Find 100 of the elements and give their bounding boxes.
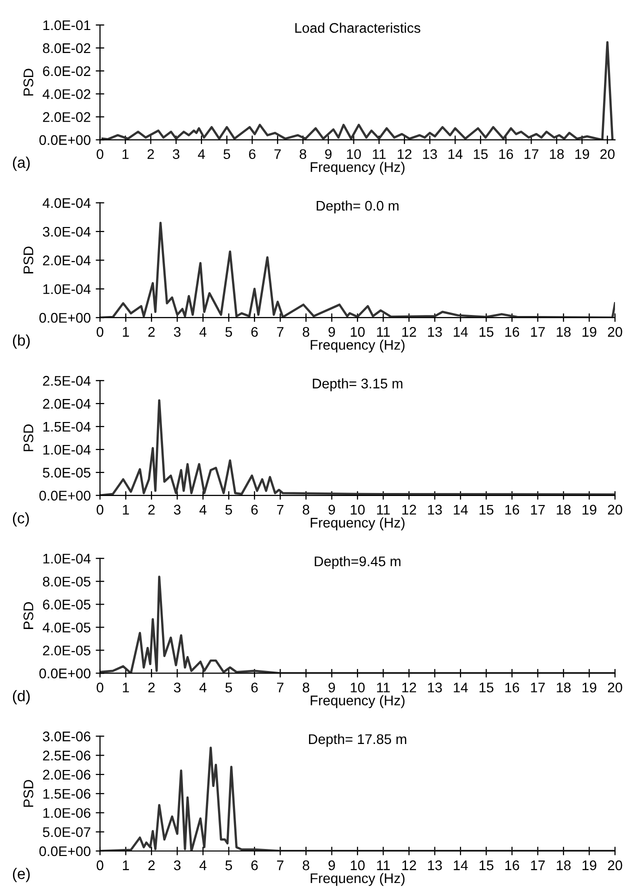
x-tick-label: 2 bbox=[148, 682, 155, 692]
x-tick-label: 20 bbox=[608, 860, 622, 870]
x-tick-label: 1 bbox=[122, 860, 129, 870]
x-tick-label: 10 bbox=[350, 504, 365, 515]
y-tick-label: 4.0E-04 bbox=[42, 198, 91, 208]
x-tick-label: 17 bbox=[531, 682, 545, 692]
x-tick-label: 3 bbox=[174, 326, 180, 337]
y-tick-label: 1.0E-04 bbox=[43, 284, 91, 294]
x-tick-label: 6 bbox=[251, 860, 258, 870]
x-tick-label: 2 bbox=[148, 149, 154, 159]
y-tick-label: 0.0E+00 bbox=[39, 490, 90, 501]
x-axis-title: Frequency (Hz) bbox=[310, 340, 404, 353]
x-tick-label: 2 bbox=[148, 860, 155, 870]
y-axis-title: PSD bbox=[23, 246, 34, 274]
x-tick-label: 11 bbox=[377, 682, 390, 692]
y-tick-label: 0.0E+00 bbox=[39, 135, 90, 145]
x-tick-label: 11 bbox=[377, 504, 390, 514]
x-tick-label: 9 bbox=[328, 682, 335, 692]
x-tick-label: 8 bbox=[302, 326, 310, 337]
y-tick-label: 1.5E-06 bbox=[43, 788, 90, 799]
y-tick-label: 2.5E-06 bbox=[43, 750, 90, 761]
y-tick-label: 1.0E-06 bbox=[43, 808, 90, 818]
y-axis-title: PSD bbox=[23, 602, 34, 629]
text: (d) bbox=[12, 690, 30, 704]
x-tick-label: 3 bbox=[174, 860, 180, 870]
x-tick-label: 5 bbox=[225, 327, 232, 337]
x-tick-label: 14 bbox=[454, 327, 468, 337]
x-axis-title: Frequency (Hz) bbox=[310, 517, 404, 530]
x-tick-label: 17 bbox=[531, 504, 545, 514]
x-tick-label: 7 bbox=[277, 860, 284, 870]
x-tick-label: 1 bbox=[122, 327, 129, 337]
y-tick-label: 3.0E-04 bbox=[42, 226, 91, 237]
x-tick-label: 5 bbox=[225, 504, 232, 515]
x-tick-label: 4 bbox=[199, 327, 206, 337]
y-tick-label: 4.0E-05 bbox=[42, 622, 90, 632]
x-tick-label: 17 bbox=[531, 860, 545, 870]
x-tick-label: 8 bbox=[302, 860, 310, 870]
y-axis-title: PSD bbox=[23, 424, 34, 452]
x-tick-label: 1 bbox=[122, 504, 129, 514]
x-tick-label: 1 bbox=[122, 149, 129, 159]
y-tick-label: 6.0E-02 bbox=[43, 66, 90, 76]
x-tick-label: 19 bbox=[582, 860, 596, 870]
x-tick-label: 0 bbox=[96, 682, 104, 692]
x-tick-label: 19 bbox=[582, 326, 596, 337]
x-tick-label: 7 bbox=[277, 327, 284, 337]
x-tick-label: 10 bbox=[350, 682, 365, 692]
x-tick-label: 7 bbox=[277, 504, 284, 514]
x-tick-label: 14 bbox=[454, 504, 468, 514]
text: (c) bbox=[12, 512, 29, 527]
x-tick-label: 3 bbox=[174, 504, 180, 515]
x-tick-label: 6 bbox=[251, 682, 258, 692]
x-tick-label: 18 bbox=[550, 149, 564, 160]
y-tick-label: 0.0E+00 bbox=[39, 668, 90, 678]
x-tick-label: 12 bbox=[402, 860, 416, 870]
x-tick-label: 20 bbox=[608, 326, 622, 337]
x-tick-label: 11 bbox=[372, 149, 386, 159]
y-tick-label: 8.0E-05 bbox=[42, 576, 90, 587]
x-tick-label: 4 bbox=[199, 682, 206, 692]
x-tick-label: 17 bbox=[524, 149, 538, 159]
x-tick-label: 16 bbox=[505, 682, 520, 692]
x-tick-label: 4 bbox=[199, 504, 206, 514]
x-tick-label: 14 bbox=[448, 149, 462, 159]
x-tick-label: 6 bbox=[249, 149, 256, 160]
x-tick-label: 14 bbox=[454, 860, 468, 870]
y-tick-label: 2.0E-05 bbox=[43, 646, 90, 656]
chart-title: Depth= 17.85 m bbox=[309, 734, 406, 747]
y-tick-label: 1.0E-04 bbox=[43, 554, 91, 564]
x-tick-label: 6 bbox=[251, 504, 258, 515]
chart-title: Depth= 3.15 m bbox=[312, 378, 402, 392]
x-tick-label: 18 bbox=[556, 860, 571, 870]
y-axis-title: PSD bbox=[23, 68, 34, 96]
x-tick-label: 3 bbox=[174, 682, 180, 692]
x-tick-label: 16 bbox=[505, 860, 520, 870]
x-tick-label: 12 bbox=[398, 149, 412, 159]
x-tick-label: 18 bbox=[556, 504, 571, 515]
x-tick-label: 8 bbox=[302, 504, 310, 515]
x-tick-label: 7 bbox=[274, 149, 281, 159]
x-tick-label: 20 bbox=[600, 149, 615, 160]
x-tick-label: 12 bbox=[402, 682, 416, 692]
x-tick-label: 0 bbox=[96, 504, 104, 515]
y-tick-label: 0.0E+00 bbox=[39, 846, 90, 856]
y-tick-label: 6.0E-05 bbox=[43, 600, 90, 610]
y-tick-label: 2.0E-06 bbox=[43, 770, 90, 780]
x-tick-label: 4 bbox=[199, 860, 206, 870]
x-tick-label: 10 bbox=[350, 860, 365, 870]
y-tick-label: 2.5E-04 bbox=[43, 376, 91, 386]
x-tick-label: 18 bbox=[556, 326, 571, 337]
x-axis-title: Frequency (Hz) bbox=[310, 162, 404, 175]
x-tick-label: 3 bbox=[172, 149, 180, 160]
x-tick-label: 8 bbox=[300, 149, 306, 160]
x-tick-label: 9 bbox=[325, 149, 332, 160]
x-tick-label: 20 bbox=[608, 682, 622, 692]
x-tick-label: 10 bbox=[350, 326, 365, 337]
x-tick-label: 5 bbox=[224, 149, 230, 160]
y-tick-label: 1.5E-04 bbox=[43, 422, 91, 432]
x-tick-label: 14 bbox=[454, 682, 468, 692]
x-tick-label: 8 bbox=[302, 682, 310, 692]
y-tick-label: 4.0E-02 bbox=[42, 89, 90, 100]
x-tick-label: 4 bbox=[198, 149, 205, 159]
x-axis-title: Frequency (Hz) bbox=[310, 695, 404, 708]
